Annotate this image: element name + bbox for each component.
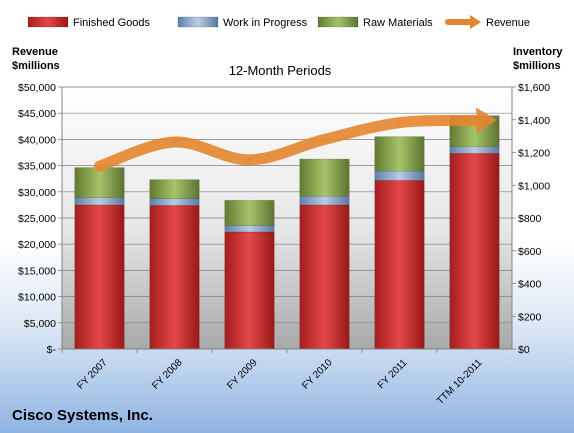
bar-finished-goods xyxy=(224,231,275,350)
legend-label-work-in-progress: Work in Progress xyxy=(223,17,308,29)
revenue-line xyxy=(94,115,480,172)
revenue-point xyxy=(323,137,326,141)
bar-finished-goods xyxy=(374,180,425,350)
bar-finished-goods xyxy=(74,204,125,350)
right-axis-title-line1: Inventory xyxy=(513,46,563,58)
left-axis-tick-label: $35,000 xyxy=(18,161,56,173)
bar-raw-materials xyxy=(224,200,275,226)
bar-work-in-progress xyxy=(74,197,125,206)
left-axis-tick-label: $5,000 xyxy=(24,318,56,330)
x-axis-tick-label: FY 2010 xyxy=(300,357,335,392)
revenue-point xyxy=(473,119,476,123)
right-axis-title-line2: $millions xyxy=(513,60,561,72)
bar-finished-goods xyxy=(299,204,350,350)
legend-swatch-finished-goods xyxy=(27,16,69,28)
x-axis-tick-label: FY 2008 xyxy=(150,357,185,392)
legend: Finished Goods Work in Progress Raw Materi… xyxy=(27,15,530,29)
legend-label-raw-materials: Raw Materials xyxy=(363,17,433,29)
bar-raw-materials xyxy=(374,136,425,172)
bar-work-in-progress xyxy=(149,198,200,206)
right-axis-tick-label: $0 xyxy=(518,344,530,356)
legend-label-revenue: Revenue xyxy=(486,17,530,29)
right-axis-tick-label: $1,000 xyxy=(518,180,550,192)
left-axis-tick-label: $50,000 xyxy=(18,82,56,94)
bar-raw-materials xyxy=(299,158,350,197)
bar-work-in-progress xyxy=(449,146,500,154)
revenue-line-arrowhead xyxy=(476,107,497,134)
left-axis-tick-label: $40,000 xyxy=(18,134,56,146)
left-axis-tick-label: $45,000 xyxy=(18,108,56,120)
left-axis-tick-label: $- xyxy=(47,344,57,356)
legend-swatch-arrowhead xyxy=(470,15,481,29)
x-axis-tick-label: FY 2007 xyxy=(75,357,110,392)
left-axis-tick-label: $10,000 xyxy=(18,292,56,304)
revenue-point xyxy=(398,121,401,125)
left-axis-tick-label: $25,000 xyxy=(18,213,56,225)
right-axis-tick-label: $1,600 xyxy=(518,82,550,94)
right-axis-tick-label: $600 xyxy=(518,246,542,258)
bar-work-in-progress xyxy=(299,195,350,206)
stacked-bars xyxy=(74,115,500,350)
revenue-point xyxy=(173,140,176,144)
revenue-point xyxy=(248,158,251,162)
bar-work-in-progress xyxy=(224,225,275,233)
left-axis-title-line2: $millions xyxy=(12,60,60,72)
bar-finished-goods xyxy=(449,153,500,350)
legend-label-finished-goods: Finished Goods xyxy=(73,17,151,29)
legend-swatch-raw-materials xyxy=(317,16,359,28)
revenue-line-layer xyxy=(94,107,497,172)
x-axis-tick-label: TTM 10-2011 xyxy=(435,357,485,407)
right-axis-tick-label: $1,400 xyxy=(518,115,550,127)
x-axis-tick-label: FY 2011 xyxy=(376,357,410,391)
left-axis-tick-label: $20,000 xyxy=(18,239,56,251)
chart-title: 12-Month Periods xyxy=(229,63,332,78)
bar-work-in-progress xyxy=(374,170,425,181)
right-axis-tick-label: $200 xyxy=(518,311,542,323)
company-name: Cisco Systems, Inc. xyxy=(12,407,153,424)
right-axis-tick-label: $800 xyxy=(518,213,542,225)
legend-swatch-work-in-progress xyxy=(177,16,219,28)
left-axis-tick-label: $15,000 xyxy=(18,265,56,277)
right-axis-tick-label: $1,200 xyxy=(518,148,550,160)
left-axis-tick-label: $30,000 xyxy=(18,187,56,199)
bar-finished-goods xyxy=(149,205,200,350)
revenue-point xyxy=(98,164,101,168)
left-axis-title-line1: Revenue xyxy=(12,46,58,58)
bar-raw-materials xyxy=(149,179,200,199)
bar-raw-materials xyxy=(74,167,125,198)
right-axis-tick-label: $400 xyxy=(518,279,542,291)
x-axis-tick-label: FY 2009 xyxy=(225,357,260,392)
